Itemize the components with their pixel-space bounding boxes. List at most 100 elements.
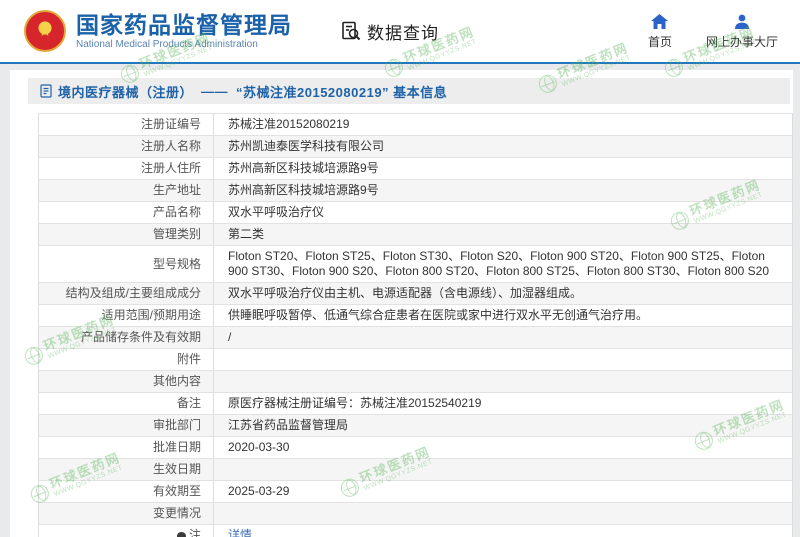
data-query-tab[interactable]: 数据查询 [340, 19, 439, 44]
row-label-text: 其他内容 [152, 374, 201, 388]
table-row: 审批部门 江苏省药品监督管理局 [38, 414, 793, 437]
row-value: 详情 [213, 524, 793, 537]
row-value: 苏州高新区科技城培源路9号 [213, 179, 793, 202]
row-label-text: 附件 [176, 352, 201, 366]
row-label: 批准日期 [38, 436, 214, 459]
row-label: 产品储存条件及有效期 [38, 326, 214, 349]
row-label: 生效日期 [38, 458, 214, 481]
row-value: 苏州凯迪泰医学科技有限公司 [213, 135, 793, 158]
row-label: 附件 [38, 348, 214, 371]
nav-service-hall[interactable]: 网上办事大厅 [706, 14, 778, 50]
row-label: 注册证编号 [38, 113, 214, 136]
breadcrumb-section: 境内医疗器械（注册） [58, 84, 194, 100]
row-label-text: 批准日期 [152, 440, 201, 454]
row-value: 2020-03-30 [213, 436, 793, 459]
row-value: 苏州高新区科技城培源路9号 [213, 157, 793, 180]
row-label: 注册人名称 [38, 135, 214, 158]
row-label: 有效期至 [38, 480, 214, 503]
row-label: 适用范围/预期用途 [38, 304, 214, 327]
row-label-text: 型号规格 [152, 256, 201, 271]
row-label-text: 管理类别 [152, 227, 201, 241]
detail-link[interactable]: 详情 [228, 528, 253, 537]
registration-info-table: 注册证编号 苏械注准20152080219 注册人名称 苏州凯迪泰医学科技有限公… [38, 113, 793, 537]
row-value [213, 370, 793, 393]
nav-service-hall-label: 网上办事大厅 [705, 35, 778, 49]
nav-home[interactable]: 首页 [648, 14, 672, 50]
row-label-text: 备注 [176, 396, 201, 410]
row-value: 原医疗器械注册证编号：苏械注准20152540219 [213, 392, 793, 415]
table-row: 产品储存条件及有效期 / [38, 326, 793, 349]
row-label: 注册人住所 [38, 157, 214, 180]
breadcrumb-separator: —— [201, 83, 229, 99]
row-value: / [213, 326, 793, 349]
table-row: 其他内容 [38, 370, 793, 393]
content-panel: 境内医疗器械（注册） —— “苏械注准20152080219” 基本信息 注册证… [10, 70, 793, 537]
row-label: 变更情况 [38, 502, 214, 525]
row-label-text: 生效日期 [152, 462, 201, 476]
info-table-body: 注册证编号 苏械注准20152080219 注册人名称 苏州凯迪泰医学科技有限公… [38, 113, 793, 537]
row-label-text: 注册证编号 [140, 117, 201, 131]
row-value: 双水平呼吸治疗仪 [213, 201, 793, 224]
data-query-label: 数据查询 [367, 23, 439, 43]
table-row: 生产地址 苏州高新区科技城培源路9号 [38, 179, 793, 202]
data-query-icon [342, 21, 361, 41]
row-label-text: 变更情况 [152, 506, 201, 520]
row-label-text: 注册人名称 [140, 139, 201, 153]
row-value [213, 458, 793, 481]
row-label: 生产地址 [38, 179, 214, 202]
agency-title: 国家药品监督管理局 [76, 12, 292, 38]
row-value: 江苏省药品监督管理局 [213, 414, 793, 437]
table-row: 注册人名称 苏州凯迪泰医学科技有限公司 [38, 135, 793, 158]
row-value: 双水平呼吸治疗仪由主机、电源适配器（含电源线）、加湿器组成。 [213, 282, 793, 305]
header-nav: 首页 网上办事大厅 [648, 12, 778, 50]
table-row: 产品名称 双水平呼吸治疗仪 [38, 201, 793, 224]
row-label-text: 审批部门 [152, 418, 201, 432]
table-row: 管理类别 第二类 [38, 223, 793, 246]
breadcrumb-detail: “苏械注准20152080219” 基本信息 [236, 84, 448, 100]
row-label-text: 结构及组成/主要组成成分 [65, 286, 201, 300]
person-icon [734, 14, 749, 29]
row-label: 产品名称 [38, 201, 214, 224]
row-label-text: 注 [188, 528, 201, 537]
row-label: 管理类别 [38, 223, 214, 246]
row-label: 型号规格 [38, 245, 214, 283]
table-row: 批准日期 2020-03-30 [38, 436, 793, 459]
row-label: 结构及组成/主要组成成分 [38, 282, 214, 305]
table-row: 适用范围/预期用途 供睡眠呼吸暂停、低通气综合症患者在医院或家中进行双水平无创通… [38, 304, 793, 327]
table-row: 注册人住所 苏州高新区科技城培源路9号 [38, 157, 793, 180]
row-label-text: 产品储存条件及有效期 [80, 330, 201, 344]
breadcrumb: 境内医疗器械（注册） —— “苏械注准20152080219” 基本信息 [28, 78, 790, 104]
home-icon [651, 14, 669, 29]
row-value: 苏械注准20152080219 [213, 113, 793, 136]
row-label: 审批部门 [38, 414, 214, 437]
row-value: 第二类 [213, 223, 793, 246]
row-value: Floton ST20、Floton ST25、Floton ST30、Flot… [213, 245, 793, 283]
row-label-text: 注册人住所 [140, 161, 201, 175]
row-label-text: 产品名称 [152, 205, 201, 219]
header-left: ★ 国家药品监督管理局 National Medical Products Ad… [24, 10, 439, 52]
note-balloon-icon [176, 532, 186, 537]
row-value [213, 502, 793, 525]
nav-home-label: 首页 [647, 35, 672, 49]
agency-title-block: 国家药品监督管理局 National Medical Products Admi… [76, 12, 292, 50]
row-label-text: 生产地址 [152, 183, 201, 197]
row-value: 2025-03-29 [213, 480, 793, 503]
table-row: 注 详情 [38, 524, 793, 537]
table-row: 结构及组成/主要组成成分 双水平呼吸治疗仪由主机、电源适配器（含电源线）、加湿器… [38, 282, 793, 305]
table-row: 注册证编号 苏械注准20152080219 [38, 113, 793, 136]
row-label: 其他内容 [38, 370, 214, 393]
table-row: 生效日期 [38, 458, 793, 481]
row-label: 备注 [38, 392, 214, 415]
agency-subtitle: National Medical Products Administration [76, 39, 258, 50]
table-row: 备注 原医疗器械注册证编号：苏械注准20152540219 [38, 392, 793, 415]
table-row: 变更情况 [38, 502, 793, 525]
document-icon [40, 84, 52, 98]
row-value [213, 348, 793, 371]
row-label-text: 有效期至 [152, 484, 201, 498]
national-emblem-logo: ★ [24, 10, 66, 52]
row-label-text: 适用范围/预期用途 [101, 308, 201, 322]
row-label: 注 [38, 524, 214, 537]
table-row: 有效期至 2025-03-29 [38, 480, 793, 503]
table-row: 型号规格 Floton ST20、Floton ST25、Floton ST30… [38, 245, 793, 283]
